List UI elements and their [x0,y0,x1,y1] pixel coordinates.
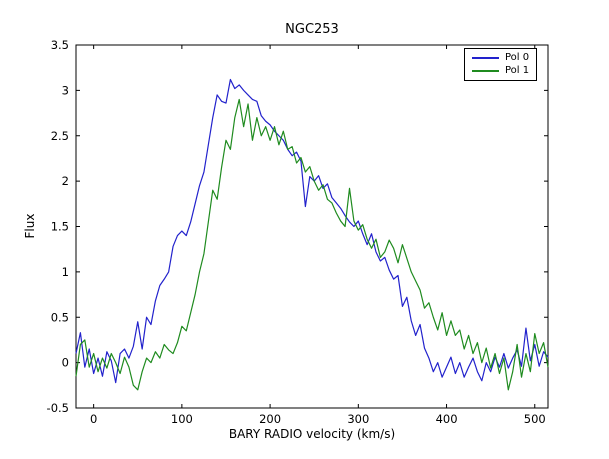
legend-item-pol0: Pol 0 [472,52,529,64]
chart-title: NGC253 [285,22,339,37]
y-tick-label: 0 [62,356,69,370]
y-tick-label: 2 [62,174,69,188]
x-tick-label: 100 [171,412,193,426]
y-tick-label: 1 [62,265,69,279]
y-tick-label: 0.5 [51,310,69,324]
axes-frame [75,44,549,409]
x-tick-label: 200 [259,412,281,426]
y-axis-label: Flux [23,213,37,239]
y-tick-label: 3.5 [51,38,69,52]
legend-item-pol1: Pol 1 [472,65,529,77]
y-tick-label: 1.5 [51,220,69,234]
x-tick-label: 500 [524,412,546,426]
pol1-line-swatch [472,70,499,72]
pol-0-line [75,78,549,384]
x-axis-label: BARY RADIO velocity (km/s) [228,427,396,441]
legend: Pol 0 Pol 1 [464,48,538,81]
x-tick-label: 0 [90,412,97,426]
y-tick-label: 3 [62,83,69,97]
pol0-line-swatch [472,57,499,59]
pol-1-line [75,98,549,391]
y-tick-label: -0.5 [47,401,69,415]
y-tick-label: 2.5 [51,129,69,143]
legend-label-pol1: Pol 1 [505,65,530,76]
x-tick-label: 300 [347,412,369,426]
x-tick-label: 400 [436,412,458,426]
legend-label-pol0: Pol 0 [505,52,530,63]
